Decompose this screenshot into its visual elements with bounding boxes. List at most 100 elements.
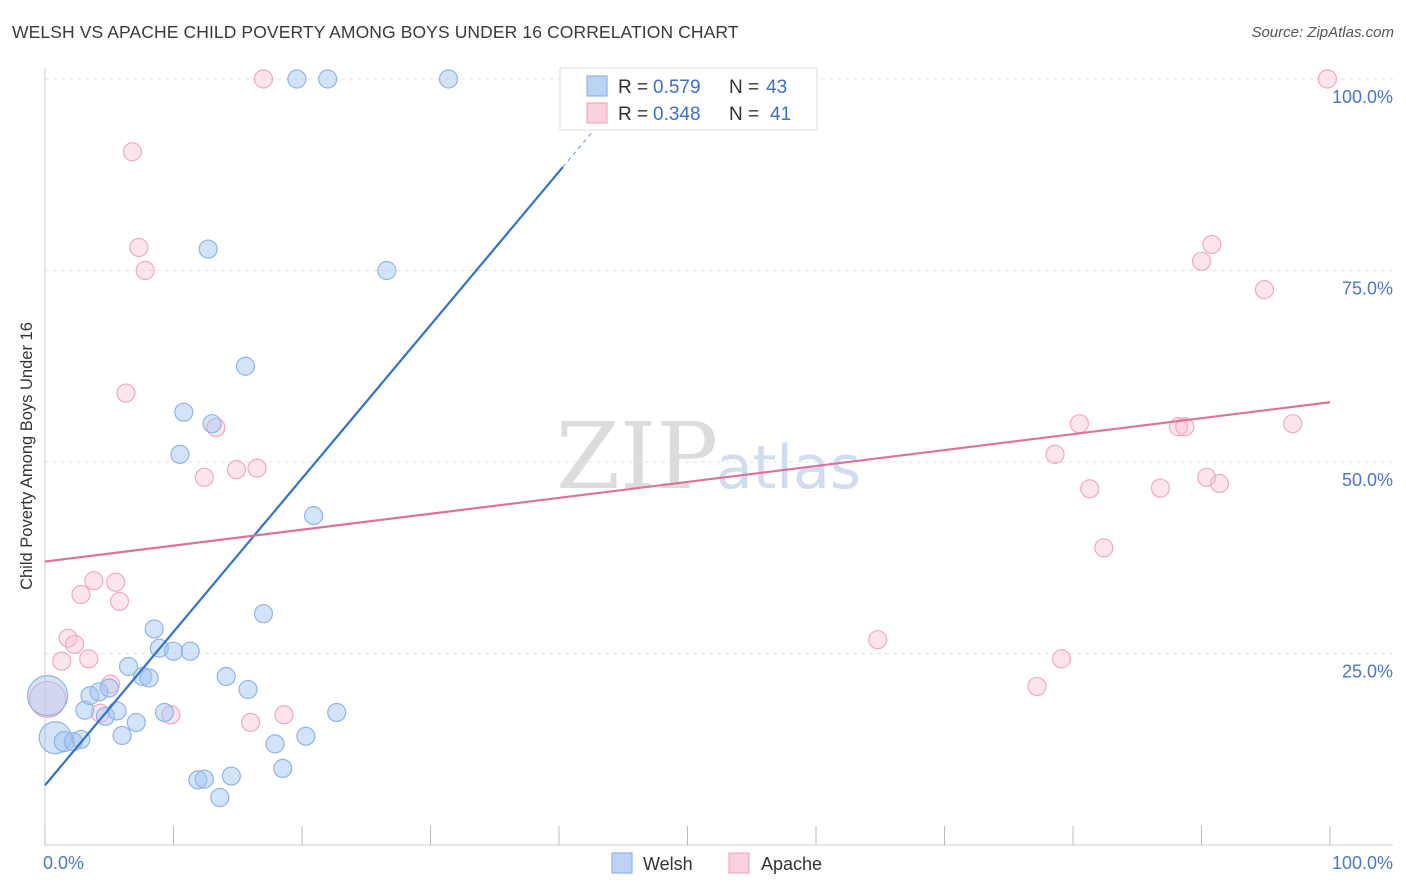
source-label: Source: ZipAtlas.com (1251, 24, 1394, 41)
welsh-trend-extension (562, 117, 605, 168)
apache-point (1175, 417, 1195, 437)
axes (44, 68, 1393, 846)
y-axis-label: Child Poverty Among Boys Under 16 (18, 322, 36, 590)
welsh-point (99, 678, 119, 698)
welsh-point (118, 656, 139, 677)
legend-n-value-apache: 41 (770, 104, 791, 125)
welsh-point (139, 668, 159, 688)
apache-point (79, 649, 99, 669)
legend-n-label-welsh: N = (729, 77, 759, 98)
welsh-point (112, 725, 132, 746)
welsh-point (194, 769, 214, 789)
watermark-zip: ZIP (556, 403, 718, 510)
welsh-point (265, 734, 285, 754)
welsh-point (296, 726, 316, 746)
apache-point (84, 571, 104, 591)
welsh-point (287, 69, 307, 89)
welsh-point (238, 679, 258, 700)
stats-legend: R = 0.579 N = 43 R = 0.348 N = 41 (559, 67, 818, 131)
apache-point (206, 417, 226, 438)
y-tick-label: 50.0% (1342, 470, 1393, 490)
welsh-point (180, 641, 200, 661)
legend-r-label-welsh: R = (618, 77, 648, 98)
welsh-point (210, 787, 230, 808)
legend-swatch-welsh (586, 75, 608, 97)
apache-point (241, 712, 261, 733)
apache-point (116, 383, 136, 403)
welsh-point (303, 506, 324, 526)
apache-point (90, 703, 110, 723)
watermark-atlas: atlas (716, 433, 861, 503)
welsh-point (253, 604, 274, 624)
welsh-point (174, 402, 194, 422)
x-tick-label-max: 100.0% (1332, 853, 1393, 873)
welsh-point (216, 666, 236, 687)
welsh-point (273, 758, 293, 779)
apache-point (1051, 649, 1072, 669)
apache-point (1094, 538, 1114, 558)
apache-point (129, 237, 149, 258)
apache-point (226, 460, 247, 480)
x-tick-label-min: 0.0% (43, 853, 84, 873)
y-tick-label: 25.0% (1342, 662, 1393, 682)
legend-swatch-apache (586, 102, 608, 124)
apache-point (106, 572, 126, 592)
welsh-point (71, 729, 91, 749)
apache-point (1254, 280, 1275, 300)
legend-n-value-welsh: 43 (766, 77, 787, 98)
apache-point (1317, 69, 1338, 89)
apache-point (194, 467, 214, 487)
apache-point (247, 458, 267, 478)
legend-n-label-apache: N = (729, 104, 759, 125)
bottom-legend-label-welsh: Welsh (643, 854, 693, 874)
trend-lines (44, 117, 1331, 786)
welsh-point (327, 702, 347, 723)
welsh-point (126, 712, 146, 733)
welsh-point (198, 239, 218, 259)
welsh-trend-line (44, 166, 564, 786)
apache-point (122, 142, 142, 162)
apache-point (28, 680, 67, 719)
welsh-point (107, 701, 127, 721)
welsh-point (170, 444, 190, 464)
y-tick-labels: 100.0% 75.0% 50.0% 25.0% (1332, 87, 1393, 682)
welsh-point (144, 619, 164, 639)
apache-point (1191, 251, 1212, 271)
chart-title: WELSH VS APACHE CHILD POVERTY AMONG BOYS… (12, 22, 739, 42)
welsh-point (221, 766, 241, 786)
welsh-point (75, 700, 95, 720)
legend-r-value-apache: 0.348 (653, 104, 701, 125)
apache-point (1202, 234, 1222, 255)
welsh-point (188, 770, 208, 790)
welsh-point (202, 414, 222, 434)
welsh-point (235, 356, 256, 376)
apache-point (868, 630, 888, 650)
apache-point (1069, 414, 1090, 434)
apache-point (1209, 473, 1230, 494)
apache-point (1150, 478, 1170, 498)
welsh-point (26, 675, 69, 717)
apache-point (109, 591, 130, 612)
bottom-legend-label-apache: Apache (761, 854, 822, 874)
y-tick-label: 75.0% (1342, 279, 1393, 299)
bottom-legend-swatch-apache (728, 852, 750, 874)
apache-point (1045, 444, 1065, 464)
apache-point (135, 260, 155, 281)
welsh-point (163, 641, 184, 661)
apache-point (71, 584, 91, 605)
welsh-point (438, 69, 459, 89)
welsh-points (26, 69, 459, 808)
series-legend: Welsh Apache (611, 852, 822, 874)
apache-trend-line (44, 401, 1331, 563)
apache-point (52, 651, 72, 671)
apache-points (28, 69, 1338, 733)
bottom-legend-swatch-welsh (611, 852, 633, 874)
apache-point (253, 69, 274, 89)
legend-r-value-welsh: 0.579 (653, 77, 701, 98)
y-tick-label: 100.0% (1332, 87, 1393, 107)
apache-point (1283, 414, 1303, 434)
apache-point (1080, 479, 1100, 499)
apache-point (64, 634, 85, 654)
welsh-point (89, 682, 109, 702)
